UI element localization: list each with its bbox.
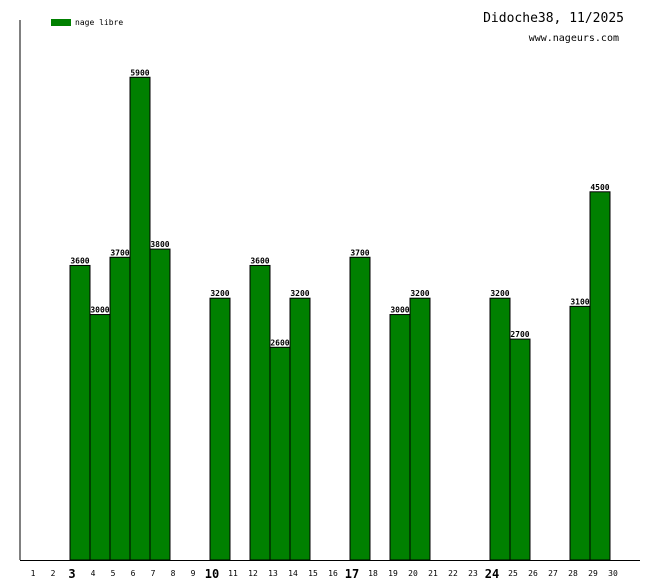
- x-tick-18: 18: [368, 569, 378, 578]
- value-label-day-29: 4500: [590, 183, 609, 192]
- x-tick-30: 30: [608, 569, 618, 578]
- x-tick-16: 16: [328, 569, 338, 578]
- x-tick-labels: 1 2 3 4 5 6 7 8 9 10 11 12 13 14 15 16 17 18 19 20 21 22 23 24 2…: [31, 567, 618, 580]
- x-tick-6: 6: [131, 569, 136, 578]
- x-tick-24: 24: [485, 567, 499, 580]
- bars-group: [69, 76, 611, 561]
- bar-day-3: [69, 264, 91, 561]
- x-tick-3: 3: [68, 567, 75, 580]
- site-url: www.nageurs.com: [529, 33, 619, 44]
- legend-swatch: [51, 19, 71, 26]
- x-tick-10: 10: [205, 567, 219, 580]
- x-tick-26: 26: [528, 569, 538, 578]
- x-tick-15: 15: [308, 569, 318, 578]
- value-label-day-5: 3700: [110, 248, 129, 257]
- legend-label: nage libre: [75, 18, 123, 27]
- bar-day-17: [349, 256, 371, 561]
- value-label-day-25: 2700: [510, 330, 529, 339]
- bar-day-6: [129, 76, 151, 561]
- x-tick-11: 11: [228, 569, 238, 578]
- x-tick-5: 5: [111, 569, 116, 578]
- bar-day-14: [289, 297, 311, 561]
- bar-day-4: [89, 314, 111, 561]
- x-tick-20: 20: [408, 569, 418, 578]
- x-tick-2: 2: [51, 569, 56, 578]
- value-label-day-12: 3600: [250, 256, 269, 265]
- value-label-day-24: 3200: [490, 289, 509, 298]
- value-label-day-19: 3000: [390, 306, 409, 315]
- x-tick-23: 23: [468, 569, 478, 578]
- x-tick-7: 7: [151, 569, 156, 578]
- bar-day-24: [489, 297, 511, 561]
- value-label-day-4: 3000: [90, 306, 109, 315]
- x-tick-13: 13: [268, 569, 278, 578]
- x-tick-17: 17: [345, 567, 359, 580]
- value-labels-group: 3600 3000 3700 5900 3800 3200 3600 2600 3200 3700…: [70, 68, 609, 347]
- x-tick-8: 8: [171, 569, 176, 578]
- bar-day-28: [569, 305, 591, 561]
- bar-day-19: [389, 314, 411, 561]
- value-label-day-10: 3200: [210, 289, 229, 298]
- bar-day-10: [209, 297, 231, 561]
- x-tick-4: 4: [91, 569, 96, 578]
- x-tick-12: 12: [248, 569, 258, 578]
- value-label-day-20: 3200: [410, 289, 429, 298]
- x-tick-27: 27: [548, 569, 558, 578]
- value-label-day-13: 2600: [270, 338, 289, 347]
- value-label-day-3: 3600: [70, 256, 89, 265]
- value-label-day-17: 3700: [350, 248, 369, 257]
- bar-day-5: [109, 256, 131, 561]
- value-label-day-28: 3100: [570, 297, 589, 306]
- x-tick-1: 1: [31, 569, 36, 578]
- bar-day-20: [409, 297, 431, 561]
- chart-owner-title: Didoche38, 11/2025: [483, 11, 624, 26]
- x-tick-19: 19: [388, 569, 398, 578]
- x-tick-14: 14: [288, 569, 298, 578]
- legend: nage libre: [51, 18, 123, 27]
- bar-day-29: [589, 191, 611, 561]
- x-tick-29: 29: [588, 569, 598, 578]
- value-label-day-7: 3800: [150, 240, 169, 249]
- x-tick-28: 28: [568, 569, 578, 578]
- x-tick-25: 25: [508, 569, 518, 578]
- bar-day-7: [149, 248, 171, 561]
- bar-day-13: [269, 346, 291, 561]
- value-label-day-14: 3200: [290, 289, 309, 298]
- value-label-day-6: 5900: [130, 68, 149, 77]
- bar-day-12: [249, 264, 271, 561]
- x-tick-9: 9: [191, 569, 196, 578]
- x-tick-21: 21: [428, 569, 438, 578]
- x-tick-22: 22: [448, 569, 458, 578]
- bar-day-25: [509, 338, 531, 561]
